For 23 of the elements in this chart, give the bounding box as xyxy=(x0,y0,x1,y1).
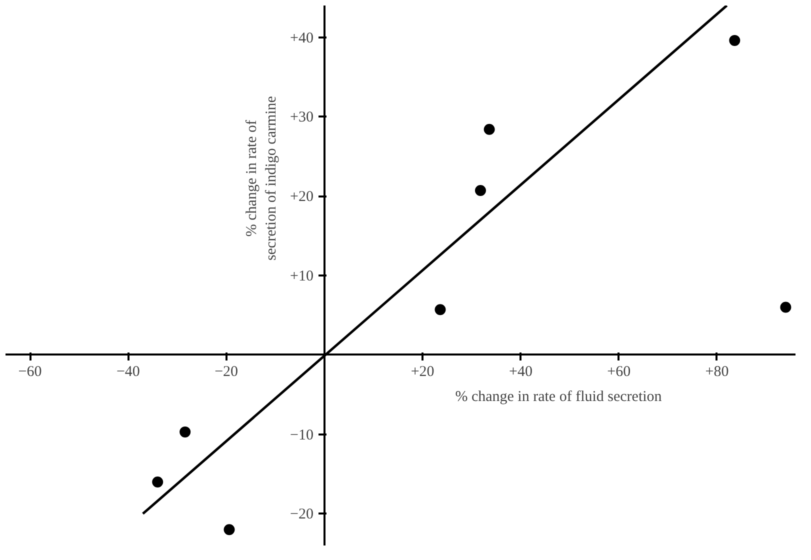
x-tick-label: −20 xyxy=(214,364,238,380)
x-tick-label: +20 xyxy=(410,364,434,380)
point xyxy=(780,302,792,313)
point xyxy=(729,34,740,46)
point xyxy=(474,185,486,196)
y-axis-title: % change in rate of secretion of indigo carmine xyxy=(244,96,280,261)
x-tick-label: −40 xyxy=(116,364,140,380)
x-tick-label: −60 xyxy=(18,364,42,380)
point xyxy=(180,426,191,438)
y-tick-label: +40 xyxy=(290,30,314,46)
y-tick-label: +20 xyxy=(290,189,314,206)
point xyxy=(224,524,235,536)
y-tick-label: −20 xyxy=(290,506,314,523)
x-tick-label: +60 xyxy=(607,364,631,380)
point xyxy=(152,476,164,488)
x-tick-label: +80 xyxy=(705,364,729,380)
x-axis-title: % change in rate of fluid secretion xyxy=(455,388,662,405)
x-tick-label: +40 xyxy=(508,364,532,380)
point xyxy=(434,304,446,316)
point xyxy=(484,124,495,135)
y-tick-label: +30 xyxy=(290,110,314,126)
y-tick-label: +10 xyxy=(290,268,314,284)
y-tick-label: −10 xyxy=(290,427,314,444)
